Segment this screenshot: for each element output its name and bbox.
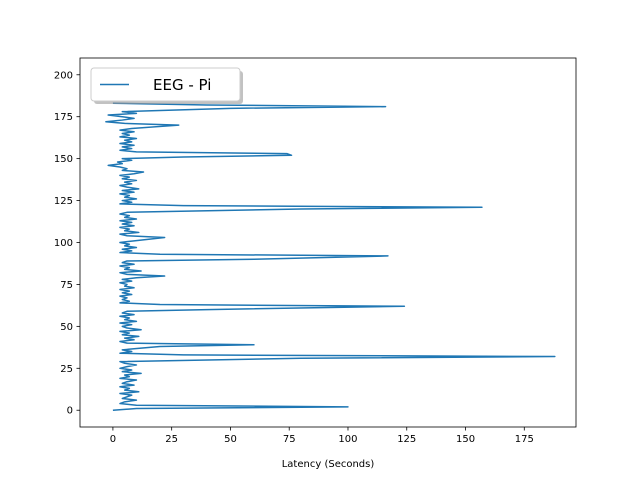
x-tick-label: 125: [397, 434, 416, 445]
legend-box: [90, 67, 241, 102]
x-tick-label: 25: [165, 434, 178, 445]
x-tick-label: 100: [338, 434, 357, 445]
y-tick-label: 200: [54, 70, 73, 81]
x-axis: 0 25 50 75 100 125 150 175: [110, 427, 534, 445]
y-tick-label: 125: [54, 196, 73, 207]
y-tick-label: 175: [54, 112, 73, 123]
x-tick-label: 75: [283, 434, 296, 445]
x-tick-label: 150: [456, 434, 475, 445]
x-tick-label: 0: [110, 434, 116, 445]
y-axis: 0 25 50 75 100 125 150 175 200: [54, 70, 80, 417]
y-tick-label: 75: [60, 280, 73, 291]
plot-area: [105, 102, 556, 411]
legend-label: EEG - Pi: [153, 76, 211, 94]
x-tick-label: 50: [224, 434, 237, 445]
legend: EEG - Pi: [90, 67, 243, 104]
y-tick-label: 0: [67, 406, 73, 417]
y-tick-label: 100: [54, 238, 73, 249]
x-tick-label: 175: [515, 434, 534, 445]
axes-frame: [79, 57, 577, 428]
y-tick-label: 150: [54, 154, 73, 165]
y-tick-label: 25: [60, 364, 73, 375]
series-line-0: [105, 102, 556, 411]
y-tick-label: 50: [60, 322, 73, 333]
x-axis-label: Latency (Seconds): [282, 459, 375, 470]
